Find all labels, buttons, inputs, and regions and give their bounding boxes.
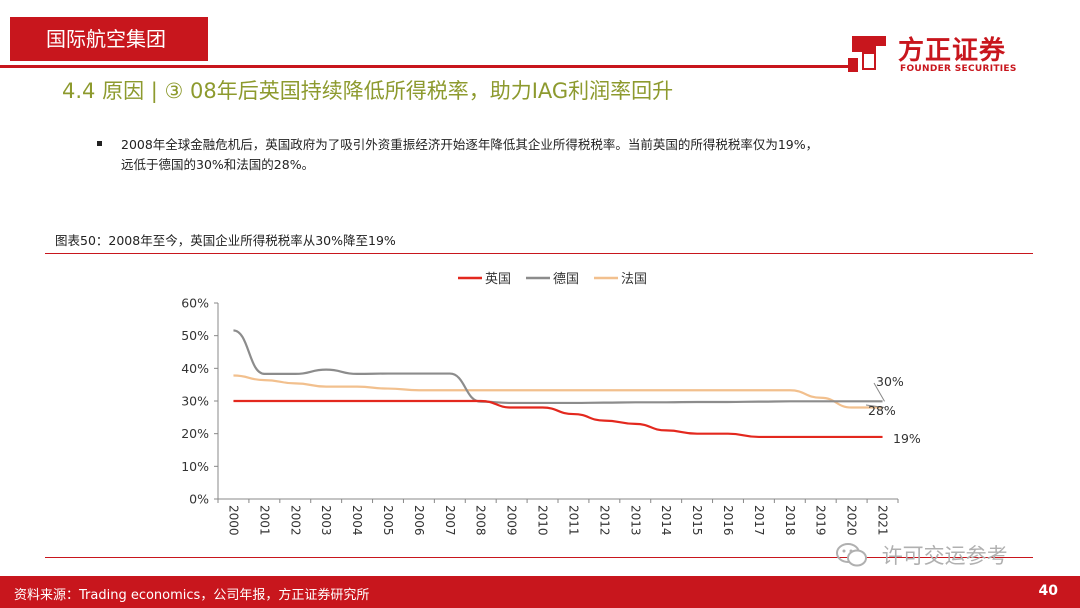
x-tick-label: 2018 [783,505,797,536]
x-tick-label: 2013 [628,505,642,536]
x-tick-label: 2020 [845,505,859,536]
logo-mark-icon [848,36,886,72]
x-tick-label: 2006 [412,505,426,536]
x-tick-label: 2014 [659,505,673,536]
end-label: 19% [893,431,921,446]
x-tick-label: 2008 [474,505,488,536]
figure-caption: 图表50：2008年至今，英国企业所得税税率从30%降至19% [55,233,396,248]
x-tick-label: 2000 [226,505,240,536]
y-tick-label: 30% [181,394,209,409]
end-label-leader [865,404,885,409]
logo-english-text: FOUNDER SECURITIES [900,64,1017,74]
x-tick-label: 2010 [536,505,550,536]
x-tick-label: 2015 [690,505,704,536]
header-rule [0,65,852,68]
source-note: 资料来源：Trading economics，公司年报，方正证券研究所 [14,588,370,603]
y-tick-label: 50% [181,328,209,343]
y-tick-label: 10% [181,459,209,474]
end-label-leader [873,382,885,402]
x-tick-label: 2021 [876,505,890,536]
x-tick-label: 2016 [721,505,735,536]
x-tick-label: 2001 [257,505,271,536]
tax-rate-line-chart: 0% 10% 20% 30% 40% 50% 60% 2000 2001 2002 2003 2004… [181,272,921,536]
figure-rule [45,253,1033,254]
y-tick-label: 60% [181,296,209,311]
legend-label: 法国 [621,272,647,287]
x-tick-label: 2019 [814,505,828,536]
legend-label: 德国 [553,272,579,287]
watermark-text: 许可交运参考 [881,544,1008,568]
bullet-point: 2008年全球金融危机后，英国政府为了吸引外资重振经济开始逐年降低其企业所得税税… [97,135,997,175]
bullet-line-1: 2008年全球金融危机后，英国政府为了吸引外资重振经济开始逐年降低其企业所得税税… [121,137,819,152]
x-tick-label: 2011 [566,505,580,536]
end-label: 28% [868,403,896,418]
y-tick-label: 40% [181,361,209,376]
brand-logo: 方正证券 FOUNDER SECURITIES [846,30,1046,78]
y-tick-label: 20% [181,426,209,441]
section-tab: 国际航空集团 [10,17,208,61]
logo-chinese-text: 方正证券 [898,36,1007,66]
series-line-fr [233,374,883,409]
x-tick-label: 2004 [350,505,364,536]
x-tick-label: 2012 [597,505,611,536]
watermark: 许可交运参考 [835,540,1008,570]
wechat-icon [836,543,867,567]
x-tick-label: 2003 [319,505,333,536]
x-tick-label: 2007 [443,505,457,536]
bullet-line-2: 远低于德国的30%和法国的28%。 [121,157,315,172]
slide-title: 4.4 原因 | ③ 08年后英国持续降低所得税率，助力IAG利润率回升 [62,79,674,103]
series-line-uk [233,399,883,439]
x-tick-label: 2005 [381,505,395,536]
series-line-de [233,329,883,405]
y-tick-label: 0% [189,492,209,507]
bullet-marker [97,141,102,146]
legend-label: 英国 [485,272,511,287]
x-tick-label: 2009 [505,505,519,536]
page-number: 40 [1038,583,1058,599]
x-tick-label: 2002 [288,505,302,536]
figure-bottom-rule [45,557,1033,558]
end-label: 30% [876,374,904,389]
footer-bar: 资料来源：Trading economics，公司年报，方正证券研究所 40 [0,576,1080,608]
x-tick-label: 2017 [752,505,766,536]
